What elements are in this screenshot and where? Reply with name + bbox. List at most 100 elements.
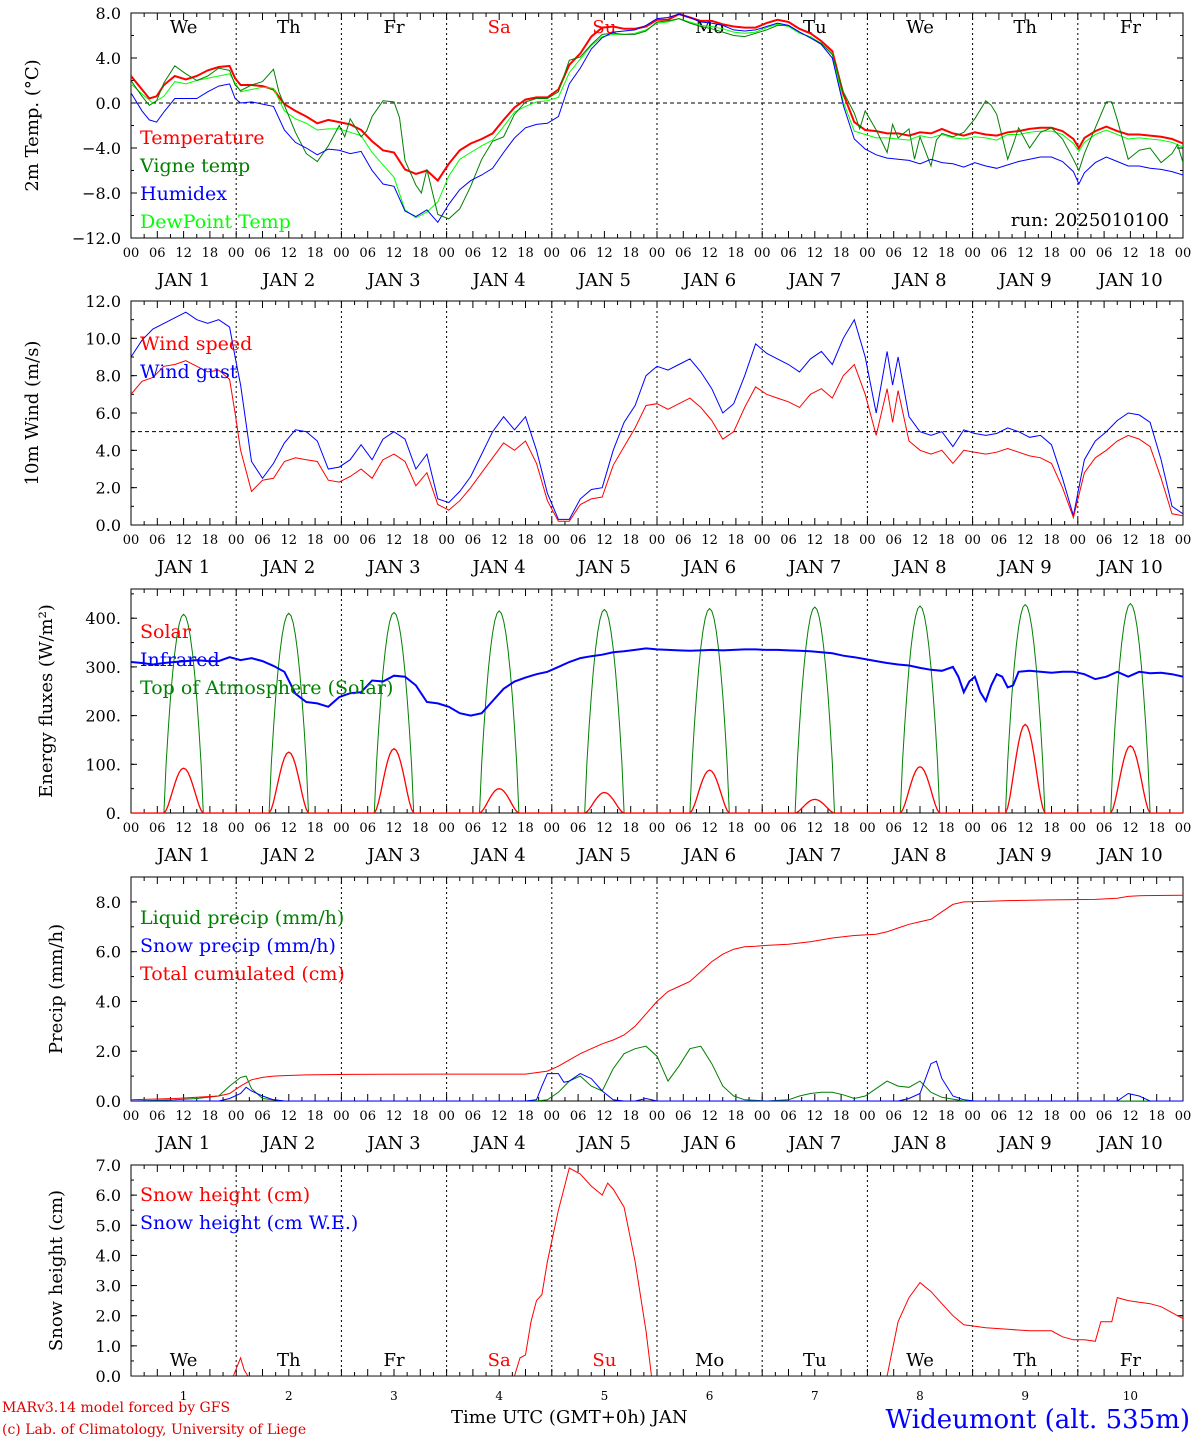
date-label: JAN 1 [155,1133,210,1154]
credit-line: (c) Lab. of Climatology, University of L… [2,1422,306,1438]
hour-tick-label: 00 [1070,246,1087,261]
hour-tick-label: 12 [912,533,929,548]
series-line-total-cumulated-cm- [131,894,1183,1101]
legend-entry: Temperature [140,127,264,149]
hour-tick-label: 18 [728,821,745,836]
hour-tick-label: 00 [544,1109,561,1124]
hour-tick-label: 00 [859,246,876,261]
y-tick-label: −8.0 [82,184,121,203]
weekday-label: Fr [1120,1350,1141,1371]
date-label: JAN 10 [1096,1133,1163,1154]
y-tick-label: 200. [85,707,121,726]
hour-tick-label: 00 [228,821,245,836]
weekday-label: Th [277,1350,301,1371]
y-tick-label: 7.0 [96,1156,121,1175]
hour-tick-label: 00 [859,821,876,836]
hour-tick-label: 06 [885,533,902,548]
hour-tick-label: 06 [359,821,376,836]
hour-tick-label: 12 [701,533,718,548]
hour-tick-label: 12 [807,246,824,261]
date-label: JAN 9 [997,845,1052,866]
hour-tick-label: 06 [1096,533,1113,548]
hour-tick-label: 00 [544,821,561,836]
hour-tick-label: 12 [1122,821,1139,836]
panel-5: 7.0 6.0 5.0 4.0 3.0 2.0 1.0 0.0 Snow height (cm)… [46,1156,1184,1403]
hour-tick-label: 18 [1043,246,1060,261]
hour-tick-label: 12 [175,533,192,548]
hour-tick-label: 06 [465,246,482,261]
date-label: JAN 3 [365,270,420,291]
hour-tick-label: 06 [465,821,482,836]
credit-line: MARv3.14 model forced by GFS [2,1400,230,1416]
y-tick-label: 6.0 [96,1186,121,1205]
hour-tick-label: 18 [1043,821,1060,836]
hour-tick-label: 12 [701,246,718,261]
hour-tick-label: 00 [544,246,561,261]
hour-tick-label: 12 [175,821,192,836]
day-number-label: 1 [180,1389,188,1403]
date-label: JAN 2 [260,557,315,578]
day-number-label: 3 [390,1389,398,1403]
hour-tick-label: 18 [517,821,534,836]
legend-entry: Infrared [140,649,220,671]
series-group [131,1167,1183,1376]
y-tick-label: 8.0 [96,4,121,23]
hour-tick-label: 00 [228,533,245,548]
hour-tick-label: 06 [465,533,482,548]
weekday-label: Th [1013,1350,1037,1371]
date-label: JAN 1 [155,557,210,578]
hour-tick-label: 12 [281,1109,298,1124]
series-line-wind-gust [131,311,1183,520]
hour-tick-label: 06 [254,246,271,261]
date-label: JAN 9 [997,557,1052,578]
hour-tick-label: 18 [307,1109,324,1124]
hour-tick-label: 06 [1096,246,1113,261]
date-label: JAN 4 [471,270,526,291]
hour-tick-label: 00 [649,1109,666,1124]
weekday-label: Su [592,1350,616,1371]
date-label: JAN 2 [260,1133,315,1154]
hour-tick-label: 06 [885,821,902,836]
y-tick-label: 100. [85,755,121,774]
hour-tick-label: 18 [938,246,955,261]
series-group [131,311,1183,522]
hour-tick-label: 00 [228,1109,245,1124]
panel-4: 8.0 6.0 4.0 2.0 0.0 Precip (mm/h) 00 06 12 18 00 06… [46,876,1191,1154]
hour-tick-label: 12 [491,1109,508,1124]
hour-tick-label: 06 [885,246,902,261]
hour-tick-label: 06 [991,821,1008,836]
hour-tick-label: 00 [333,1109,350,1124]
hour-tick-label: 18 [1148,821,1165,836]
hour-tick-label: 06 [675,533,692,548]
y-tick-label: 0.0 [96,1367,121,1386]
day-number-label: 5 [601,1389,609,1403]
series-line-temperature [131,13,1183,183]
y-tick-label: 10.0 [85,329,121,348]
hour-tick-label: 18 [202,1109,219,1124]
hour-tick-label: 12 [386,533,403,548]
series-line-humidex [131,13,1183,224]
weekday-label: Fr [1120,17,1141,38]
date-label: JAN 3 [365,557,420,578]
day-number-label: 9 [1021,1389,1029,1403]
hour-tick-label: 00 [333,821,350,836]
legend-entry: Snow height (cm) [140,1184,310,1206]
hour-tick-label: 18 [622,821,639,836]
day-number-label: 7 [811,1389,819,1403]
y-tick-label: 0.0 [96,94,121,113]
hour-tick-label: 12 [386,246,403,261]
hour-tick-label: 06 [254,1109,271,1124]
hour-tick-label: 18 [307,246,324,261]
date-label: JAN 7 [786,1133,841,1154]
hour-tick-label: 00 [754,246,771,261]
panel-3: 400. 300. 200. 100. 0. Energy fluxes (W/m²) 00… [36,588,1191,866]
hour-tick-label: 00 [123,821,140,836]
date-label: JAN 2 [260,270,315,291]
hour-tick-label: 00 [544,533,561,548]
date-label: JAN 1 [155,845,210,866]
weekday-label: Sa [488,17,511,38]
hour-tick-label: 00 [859,1109,876,1124]
hour-tick-label: 06 [570,821,587,836]
hour-tick-label: 18 [202,821,219,836]
hour-tick-label: 18 [938,821,955,836]
